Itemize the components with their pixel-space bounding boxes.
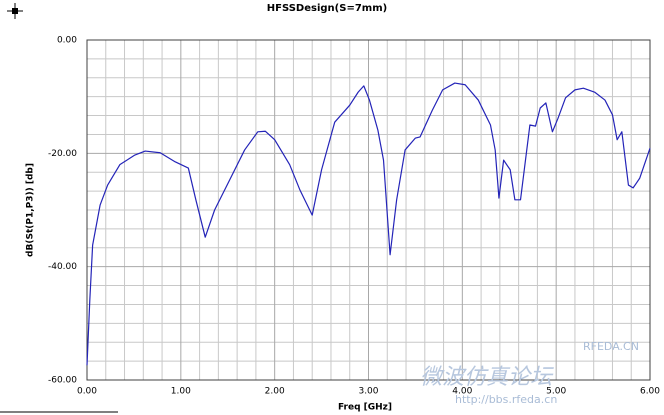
plot-area: 0.00 1.00 2.00 3.00 4.00 5.00 6.00 -60.00 -40.00…: [48, 36, 660, 397]
y-tick-label: -20.00: [48, 149, 77, 159]
y-tick-label: -60.00: [48, 376, 77, 386]
marker-icon: [7, 3, 23, 19]
x-axis-label: Freq [GHz]: [338, 403, 392, 413]
x-tick-label: 1.00: [171, 387, 191, 397]
watermark-logo: RFEDA.CN: [583, 340, 639, 353]
watermark-text: 微波仿真论坛: [420, 365, 554, 390]
chart-title: HFSSDesign(S=7mm): [267, 3, 387, 14]
y-tick-label: -40.00: [48, 262, 77, 272]
data-line: [86, 82, 651, 366]
x-tick-label: 3.00: [358, 387, 378, 397]
x-tick-label: 2.00: [265, 387, 285, 397]
plot-border: [86, 39, 651, 381]
x-tick-label: 0.00: [77, 387, 97, 397]
x-tick-label: 5.00: [546, 387, 566, 397]
y-tick-label: 0.00: [57, 36, 77, 46]
x-tick-label: 6.00: [640, 387, 660, 397]
watermark-url: http://bbs.rfeda.cn: [455, 393, 557, 406]
y-axis-label: dB(St(P1,P3)) [db]: [26, 163, 36, 257]
x-tick-label: 4.00: [452, 387, 472, 397]
